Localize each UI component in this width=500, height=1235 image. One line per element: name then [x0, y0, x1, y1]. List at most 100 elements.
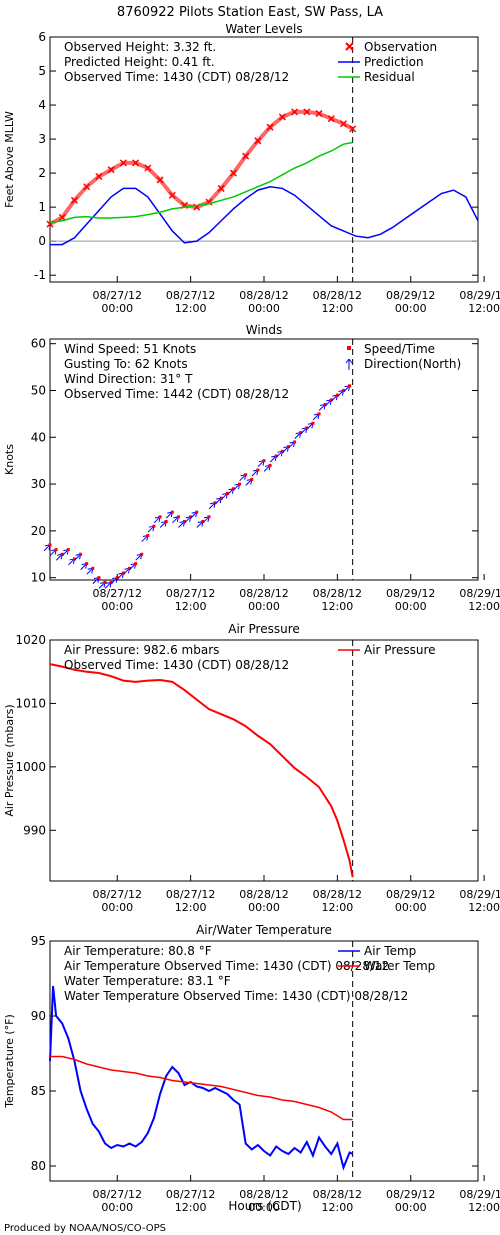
air-temp-series-line [49, 985, 354, 1171]
wind-speed-point [262, 459, 266, 463]
x-tick-date: 08/28/12 [239, 888, 288, 901]
x-tick-time: 12:00 [468, 901, 500, 914]
wind-speed-point [48, 543, 52, 547]
wind-speed-point [189, 515, 193, 519]
wind-speed-point [109, 580, 113, 584]
info-line: Observed Time: 1430 (CDT) 08/28/12 [64, 70, 289, 84]
footer-credit: Produced by NOAA/NOS/CO-OPS [4, 1223, 166, 1234]
info-line: Observed Time: 1442 (CDT) 08/28/12 [64, 387, 289, 401]
y-tick-label: 6 [38, 30, 46, 44]
y-tick-label: 5 [38, 64, 46, 78]
wind-speed-point [219, 496, 223, 500]
x-tick-time: 12:00 [322, 1201, 354, 1214]
info-line: Water Temperature: 83.1 °F [64, 974, 231, 988]
wind-speed-point [256, 468, 260, 472]
wind-speed-point [274, 454, 278, 458]
y-axis-label: Knots [3, 444, 16, 475]
y-axis-label: Feet Above MLLW [3, 111, 16, 208]
wind-speed-point [195, 510, 199, 514]
x-tick-date: 08/28/12 [313, 888, 362, 901]
x-tick-time: 00:00 [248, 901, 280, 914]
wind-speed-point [238, 482, 242, 486]
legend-label: Water Temp [364, 959, 435, 973]
x-tick-time: 00:00 [248, 600, 280, 613]
x-tick-time: 12:00 [175, 1201, 207, 1214]
legend-swatch [345, 358, 353, 370]
x-tick-time: 00:00 [101, 302, 133, 315]
residual-series-line [49, 141, 353, 224]
wind-speed-point [207, 515, 211, 519]
x-tick-time: 12:00 [175, 901, 207, 914]
x-tick-time: 00:00 [395, 302, 427, 315]
y-tick-label: 95 [31, 934, 46, 948]
wind-speed-point [225, 491, 229, 495]
x-tick-time: 12:00 [175, 302, 207, 315]
wind-speed-point [176, 515, 180, 519]
x-tick-date: 08/28/12 [239, 289, 288, 302]
x-tick-date: 08/29/12 [386, 587, 435, 600]
wind-speed-point [250, 477, 254, 481]
y-tick-label: 1020 [15, 633, 46, 647]
wind-speed-point [97, 576, 101, 580]
chart-panel-4: Air/Water Temperature 80 85 90 95 Temperature… [3, 923, 500, 1214]
y-tick-label: 60 [31, 337, 46, 351]
wind-speed-point [299, 431, 303, 435]
legend-label: Air Pressure [364, 643, 436, 657]
legend-label: Observation [364, 40, 437, 54]
x-tick-date: 08/29/12 [459, 289, 500, 302]
info-line: Wind Speed: 51 Knots [64, 342, 196, 356]
x-tick-time: 12:00 [322, 901, 354, 914]
x-tick-time: 00:00 [248, 302, 280, 315]
info-line: Water Temperature Observed Time: 1430 (C… [64, 989, 408, 1003]
chart-panel-2: Winds102030405060Knots08/27/1200:0008/27… [3, 323, 500, 613]
wind-speed-point [317, 412, 321, 416]
legend-label: Residual [364, 70, 415, 84]
x-tick-time: 12:00 [175, 600, 207, 613]
x-tick-date: 08/27/12 [93, 1188, 142, 1201]
y-tick-label: 80 [31, 1159, 46, 1173]
x-tick-date: 08/29/12 [386, 289, 435, 302]
legend-label: Air Temp [364, 944, 416, 958]
wind-speed-point [329, 398, 333, 402]
x-tick-time: 00:00 [101, 600, 133, 613]
info-line: Gusting To: 62 Knots [64, 357, 188, 371]
wind-speed-point [121, 571, 125, 575]
info-line: Air Temperature: 80.8 °F [64, 944, 212, 958]
y-tick-label: 10 [31, 571, 46, 585]
wind-speed-point [170, 510, 174, 514]
info-line: Wind Direction: 31° T [64, 372, 193, 386]
legend-label: Prediction [364, 55, 424, 69]
wind-speed-point [341, 388, 345, 392]
x-tick-time: 00:00 [101, 1201, 133, 1214]
y-tick-label: 3 [38, 132, 46, 146]
page-title: 8760922 Pilots Station East, SW Pass, LA [117, 5, 383, 20]
wind-speed-point [85, 562, 89, 566]
y-axis-label: Temperature (°F) [3, 1014, 16, 1109]
y-tick-label: 40 [31, 430, 46, 444]
x-tick-date: 08/27/12 [166, 587, 215, 600]
info-line: Air Pressure: 982.6 mbars [64, 643, 219, 657]
wind-speed-point [140, 552, 144, 556]
x-tick-date: 08/28/12 [313, 1188, 362, 1201]
wind-speed-point [280, 449, 284, 453]
x-tick-time: 12:00 [322, 302, 354, 315]
x-tick-date: 08/27/12 [166, 888, 215, 901]
x-tick-date: 08/28/12 [313, 587, 362, 600]
wind-speed-point [201, 520, 205, 524]
chart-title: Winds [246, 323, 282, 337]
info-line: Observed Height: 3.32 ft. [64, 40, 216, 54]
wind-speed-point [323, 403, 327, 407]
x-tick-date: 08/27/12 [93, 587, 142, 600]
y-axis-label: Air Pressure (mbars) [3, 704, 16, 816]
wind-speed-point [66, 548, 70, 552]
air-pressure-series-line [49, 663, 354, 878]
info-line: Observed Time: 1430 (CDT) 08/28/12 [64, 658, 289, 672]
y-tick-label: 1010 [15, 696, 46, 710]
chart-panel-1: Water Levels -1 0 1 2 3 4 5 6 Feet Above MLLW 08/2… [3, 22, 500, 315]
x-axis-title: Hours (CDT) [228, 1199, 301, 1213]
wind-speed-point [231, 487, 235, 491]
wind-speed-point [164, 520, 168, 524]
x-tick-date: 08/27/12 [166, 289, 215, 302]
chart-title: Air Pressure [228, 622, 300, 636]
x-tick-date: 08/27/12 [93, 888, 142, 901]
